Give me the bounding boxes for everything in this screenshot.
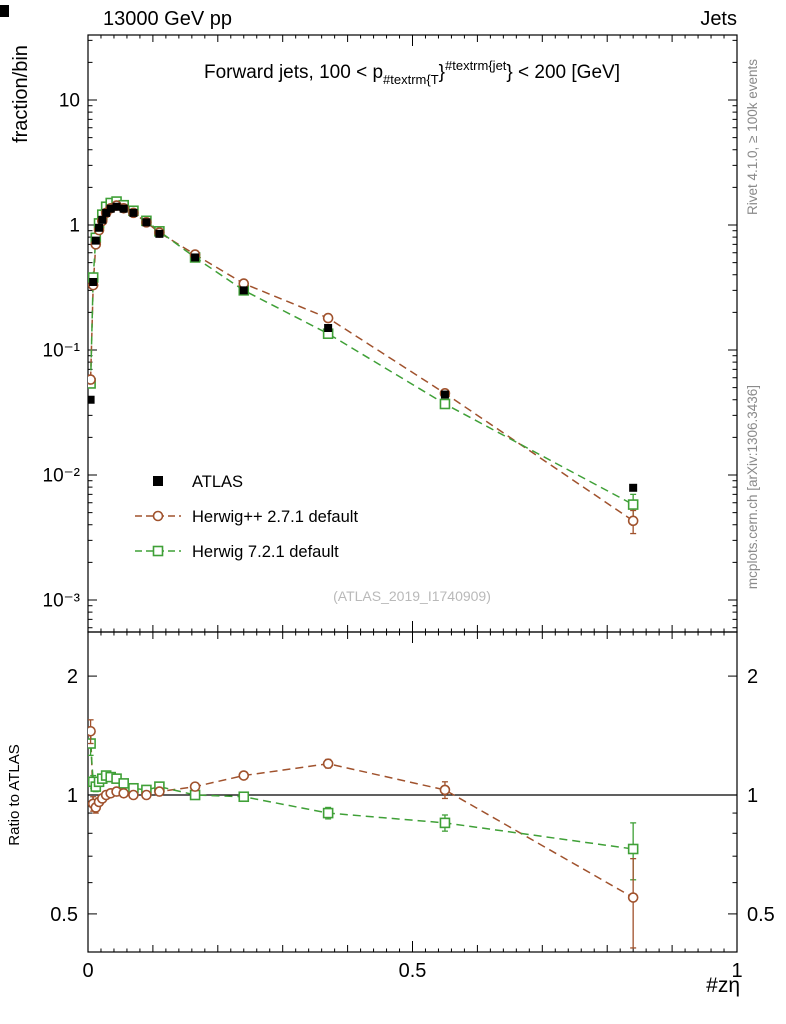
series-line [89, 204, 634, 522]
data-point-marker [129, 208, 138, 217]
legend-marker-herwig7 [152, 545, 164, 557]
ratio-tick-label-left: 0.5 [50, 904, 78, 926]
y-tick-label: 1 [69, 216, 80, 237]
y-tick-label: 10⁻² [43, 466, 81, 487]
ratio-panel-frame [87, 631, 738, 953]
series-line [89, 743, 634, 850]
plot-title-suffix: } < 200 [GeV] [506, 62, 620, 83]
legend-marker-atlas [153, 476, 163, 486]
data-point-marker [154, 786, 165, 797]
legend-label-atlas: ATLAS [192, 473, 243, 491]
data-point-marker [627, 892, 639, 903]
x-axis-title: #zη [706, 974, 740, 997]
corner-mark [0, 5, 9, 17]
ratio-tick-label-right: 1 [747, 785, 758, 807]
data-point-marker [439, 784, 451, 796]
data-point-marker [627, 499, 639, 510]
series-line [89, 731, 634, 899]
data-point-marker [324, 323, 333, 332]
data-point-marker [155, 229, 164, 238]
legend-label-herwig7: Herwig 7.2.1 default [192, 543, 339, 561]
ratio-tick-label-left: 2 [67, 666, 78, 688]
data-point-marker [439, 398, 451, 410]
y-tick-label: 10⁻³ [43, 591, 81, 612]
data-point-marker [191, 253, 200, 262]
data-point-marker [142, 218, 151, 227]
data-point-marker [128, 789, 139, 801]
data-point-marker [440, 390, 449, 399]
analysis-id-watermark: (ATLAS_2019_I1740909) [333, 588, 491, 604]
data-point-marker [439, 817, 451, 829]
data-point-marker [627, 843, 639, 855]
data-point-marker [119, 204, 128, 213]
data-point-marker [88, 725, 96, 737]
plot-title-prefix: Forward jets, 100 < p [204, 62, 383, 83]
ratio-tick-label-left: 1 [67, 785, 78, 807]
analysis-group-label: Jets [700, 8, 737, 30]
data-point-marker [102, 208, 111, 217]
data-point-marker [627, 515, 639, 527]
data-point-marker [238, 791, 250, 803]
data-point-marker [629, 483, 638, 492]
top-panel-frame [87, 34, 738, 633]
data-point-marker [322, 312, 334, 324]
plot-title-mid: } [439, 62, 445, 83]
ratio-tick-label-right: 0.5 [747, 904, 775, 926]
rivet-version-note: Rivet 4.1.0, ≥ 100k events [745, 59, 760, 215]
data-point-marker [88, 395, 95, 404]
x-tick-label: 1 [731, 960, 742, 982]
data-point-marker [189, 781, 201, 792]
data-point-marker [322, 758, 334, 770]
data-point-marker [89, 277, 98, 286]
mcplots-arxiv-note: mcplots.cern.ch [arXiv:1306.3436] [745, 385, 760, 589]
data-point-marker [95, 223, 104, 232]
main-panel-series [88, 196, 639, 535]
beam-energy-label: 13000 GeV pp [103, 8, 232, 30]
legend-marker-herwigpp [152, 510, 164, 522]
data-point-marker [141, 789, 152, 801]
y-tick-label: 10⁻¹ [43, 341, 81, 362]
x-tick-label: 0 [82, 960, 93, 982]
ratio-panel-series [88, 719, 639, 949]
data-point-marker [118, 787, 129, 799]
data-point-marker [118, 778, 129, 789]
data-point-marker [98, 215, 107, 224]
data-point-marker [112, 202, 121, 211]
y-tick-label: 10 [59, 91, 80, 112]
top-y-axis-title: fraction/bin [10, 45, 32, 143]
data-point-marker [322, 807, 334, 819]
axes-layer: 10 1 10⁻¹ 10⁻² 10⁻³ 2 2 1 1 0.5 0.5 0 0.5 1 [43, 34, 775, 982]
plot-title: Forward jets, 100 < p#textrm{T}#textrm{j… [204, 58, 620, 87]
series-line [89, 200, 634, 506]
ratio-tick-label-right: 2 [747, 666, 758, 688]
ratio-y-axis-title: Ratio to ATLAS [6, 744, 23, 845]
data-point-marker [88, 374, 96, 385]
data-point-marker [238, 770, 250, 781]
legend: ATLAS Herwig++ 2.7.1 default Herwig 7.2.… [135, 473, 358, 561]
data-point-marker [239, 286, 248, 295]
plot-title-superscript: #textrm{jet [445, 58, 507, 73]
plot-title-subscript: #textrm{T [383, 72, 439, 87]
data-point-marker [106, 204, 115, 213]
data-point-marker [91, 236, 100, 245]
legend-label-herwigpp: Herwig++ 2.7.1 default [192, 508, 358, 526]
x-tick-label: 0.5 [399, 960, 427, 982]
